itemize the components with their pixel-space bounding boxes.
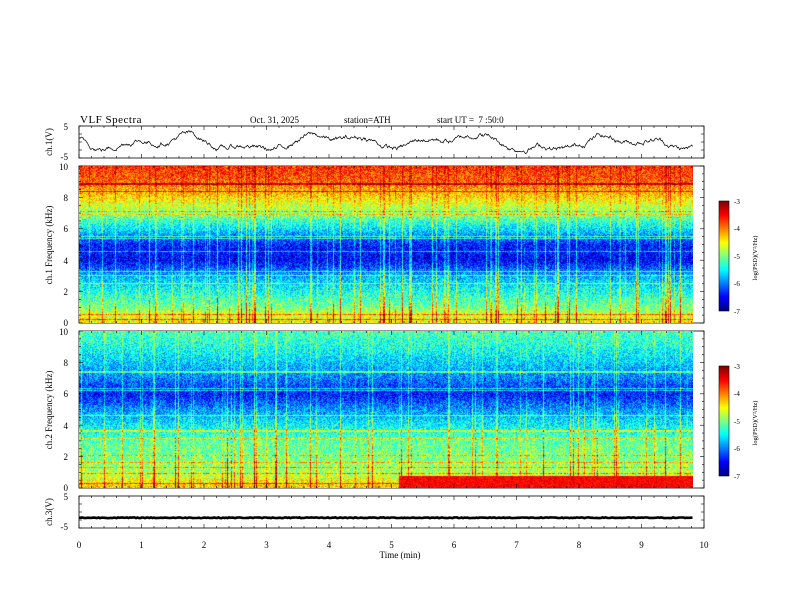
ch2-cbar-tick-m6: -6 bbox=[734, 445, 740, 453]
ch1-waveform-panel: 5 -5 ch.1(V) bbox=[44, 122, 705, 162]
ch1-freq-ylabel: ch.1 Frequency (kHz) bbox=[44, 206, 54, 285]
ch1-ylabel: ch.1(V) bbox=[44, 128, 54, 156]
ch2-spectrogram-heatmap bbox=[79, 331, 693, 488]
ch3-ytick-bottom: -5 bbox=[61, 522, 69, 532]
figure-title: VLF Spectra bbox=[80, 114, 142, 126]
ch1-ytick-bottom: -5 bbox=[61, 152, 69, 162]
xtick-3: 3 bbox=[264, 540, 269, 550]
xtick-9: 9 bbox=[639, 540, 644, 550]
ch2-ytick-8: 8 bbox=[64, 358, 69, 368]
xtick-7: 7 bbox=[514, 540, 519, 550]
xtick-5: 5 bbox=[389, 540, 394, 550]
ch2-cbar-label: log(PSD)(V²/Hz) bbox=[752, 401, 759, 446]
ch2-ytick-0: 0 bbox=[64, 483, 69, 493]
station-label: station=ATH bbox=[344, 115, 391, 125]
ch2-ytick-4: 4 bbox=[64, 421, 69, 431]
ch2-spectrogram-panel: 0 2 4 6 8 10 ch.2 Frequency (kHz) -3 -4 … bbox=[44, 327, 759, 493]
xtick-4: 4 bbox=[327, 540, 332, 550]
ch1-cbar-tick-m6: -6 bbox=[734, 280, 740, 288]
ch3-waveform-panel: 5 -5 ch.3(V) bbox=[44, 492, 705, 532]
ch2-colorbar: -3 -4 -5 -6 -7 log(PSD)(V²/Hz) bbox=[718, 363, 759, 481]
axis-ticks bbox=[78, 125, 705, 529]
ch1-ytick-top: 5 bbox=[64, 122, 69, 132]
ch2-ytick-2: 2 bbox=[64, 452, 69, 462]
ch1-ytick-4: 4 bbox=[64, 256, 69, 266]
ch1-cbar-tick-m3: -3 bbox=[734, 198, 740, 206]
ch2-ytick-6: 6 bbox=[64, 389, 69, 399]
xtick-0: 0 bbox=[77, 540, 82, 550]
xtick-1: 1 bbox=[139, 540, 144, 550]
xtick-8: 8 bbox=[577, 540, 582, 550]
ch2-cbar-tick-m5: -5 bbox=[734, 418, 740, 426]
ch3-ytick-top: 5 bbox=[64, 492, 69, 502]
ch1-spectrogram-heatmap bbox=[79, 166, 693, 323]
ch1-ytick-0: 0 bbox=[64, 318, 69, 328]
ch2-freq-ylabel: ch.2 Frequency (kHz) bbox=[44, 371, 54, 450]
ch1-ytick-10: 10 bbox=[59, 162, 69, 172]
ch1-colorbar: -3 -4 -5 -6 -7 log(PSD)(V²/Hz) bbox=[718, 198, 759, 316]
xtick-6: 6 bbox=[452, 540, 457, 550]
ch1-cbar-tick-m7: -7 bbox=[734, 308, 740, 316]
date-label: Oct. 31, 2025 bbox=[250, 115, 299, 125]
x-axis-label: Time (min) bbox=[380, 550, 421, 560]
ch1-spectrogram-panel: 0 2 4 6 8 10 ch.1 Frequency (kHz) -3 -4 … bbox=[44, 162, 759, 328]
ch2-cbar-tick-m7: -7 bbox=[734, 473, 740, 481]
xtick-10: 10 bbox=[700, 540, 710, 550]
ch1-cbar-tick-m4: -4 bbox=[734, 225, 740, 233]
ch2-cbar-tick-m3: -3 bbox=[734, 363, 740, 371]
ch1-ytick-6: 6 bbox=[64, 224, 69, 234]
ch1-ytick-2: 2 bbox=[64, 287, 69, 297]
start-time-label: start UT = 7 :50:0 bbox=[437, 115, 504, 125]
xtick-2: 2 bbox=[202, 540, 207, 550]
ch1-ytick-8: 8 bbox=[64, 193, 69, 203]
ch3-ylabel: ch.3(V) bbox=[44, 498, 54, 526]
ch2-cbar-tick-m4: -4 bbox=[734, 390, 740, 398]
ch1-cbar-label: log(PSD)(V²/Hz) bbox=[752, 236, 759, 281]
ch2-ytick-10: 10 bbox=[59, 327, 69, 337]
x-axis: 0 1 2 3 4 5 6 7 8 9 10 Time (min) bbox=[77, 540, 709, 560]
ch3-waveform-line bbox=[78, 515, 693, 520]
ch1-waveform-line bbox=[78, 130, 694, 155]
ch1-cbar-tick-m5: -5 bbox=[734, 253, 740, 261]
